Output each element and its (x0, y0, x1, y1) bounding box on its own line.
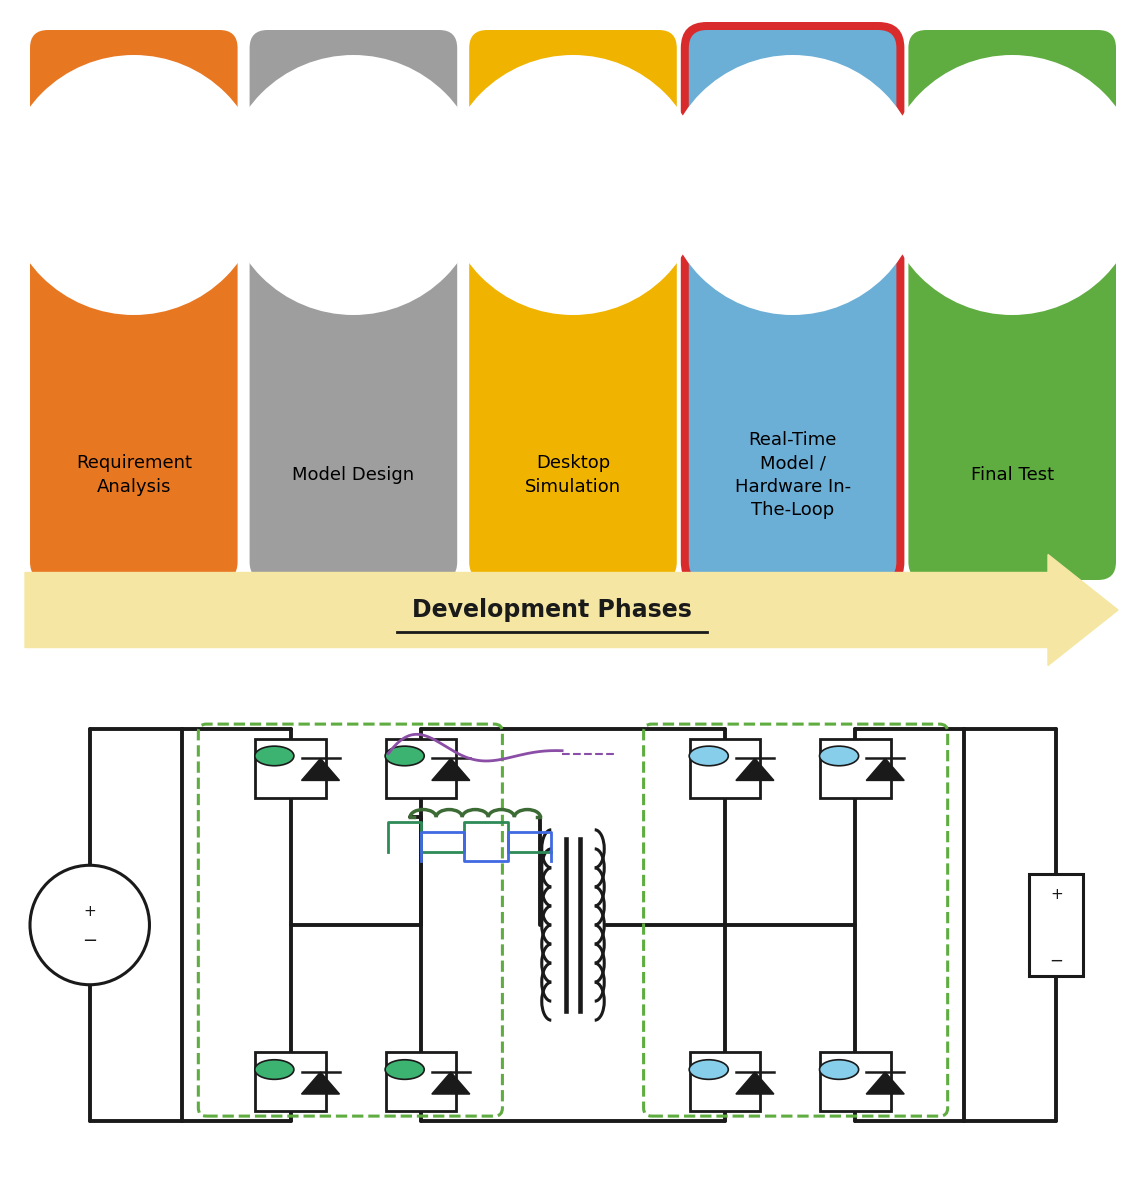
Bar (386, 1052, 456, 1111)
Polygon shape (301, 758, 339, 780)
Text: +: + (1050, 887, 1062, 901)
Text: +: + (84, 904, 96, 919)
Bar (821, 1052, 890, 1111)
Polygon shape (736, 1072, 774, 1094)
Ellipse shape (385, 746, 424, 766)
FancyBboxPatch shape (469, 30, 677, 580)
Text: Desktop
Simulation: Desktop Simulation (525, 454, 621, 496)
Bar (690, 739, 760, 798)
Text: Final Test: Final Test (971, 466, 1054, 484)
Text: −: − (1050, 952, 1063, 970)
Bar (256, 1052, 325, 1111)
Circle shape (882, 55, 1143, 314)
Ellipse shape (819, 1060, 858, 1079)
Text: Model Design: Model Design (292, 466, 415, 484)
Ellipse shape (254, 1060, 293, 1079)
Text: −: − (83, 932, 97, 950)
Polygon shape (736, 758, 774, 780)
Polygon shape (301, 1072, 339, 1094)
Bar (690, 1052, 760, 1111)
FancyBboxPatch shape (250, 30, 457, 580)
Ellipse shape (385, 1060, 424, 1079)
Bar (1029, 874, 1083, 977)
Ellipse shape (689, 1060, 729, 1079)
FancyBboxPatch shape (681, 22, 904, 588)
Circle shape (444, 55, 702, 314)
Bar (821, 739, 890, 798)
Text: Real-Time
Model /
Hardware In-
The-Loop: Real-Time Model / Hardware In- The-Loop (735, 431, 850, 520)
FancyBboxPatch shape (689, 30, 896, 580)
Ellipse shape (689, 746, 729, 766)
Bar (256, 739, 325, 798)
Polygon shape (866, 758, 904, 780)
Ellipse shape (30, 865, 149, 985)
Circle shape (3, 55, 264, 314)
Text: Development Phases: Development Phases (411, 598, 691, 622)
Circle shape (662, 55, 923, 314)
Bar (386, 739, 456, 798)
Polygon shape (25, 554, 1118, 666)
Polygon shape (432, 1072, 470, 1094)
Ellipse shape (254, 746, 293, 766)
Polygon shape (432, 758, 470, 780)
Polygon shape (866, 1072, 904, 1094)
Circle shape (223, 55, 484, 314)
Ellipse shape (819, 746, 858, 766)
FancyBboxPatch shape (30, 30, 237, 580)
FancyBboxPatch shape (909, 30, 1116, 580)
Text: Requirement
Analysis: Requirement Analysis (76, 454, 191, 496)
